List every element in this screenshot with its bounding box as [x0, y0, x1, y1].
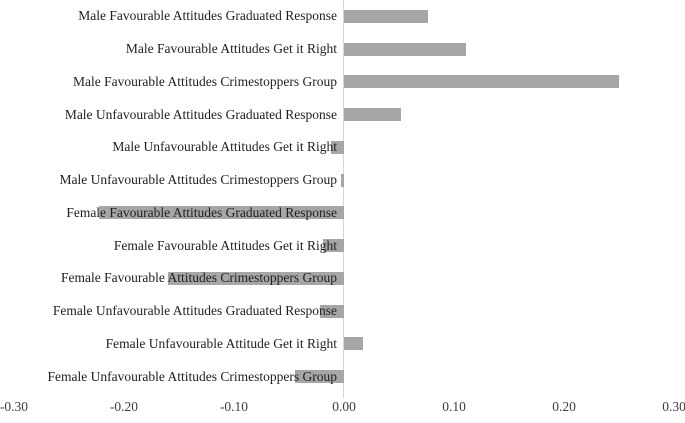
- bar: [344, 337, 363, 351]
- bar: [344, 75, 619, 89]
- category-label: Female Unfavourable Attitudes Graduated …: [52, 303, 337, 319]
- bar: [319, 304, 344, 318]
- x-tick-label: -0.20: [109, 399, 139, 414]
- bar: [168, 271, 344, 285]
- bar: [344, 108, 402, 122]
- x-tick-label: 0.30: [662, 399, 685, 414]
- category-label: Female Unfavourable Attitudes Crimestopp…: [47, 368, 337, 384]
- category-label: Male Favourable Attitudes Graduated Resp…: [78, 8, 337, 24]
- x-tick-label: -0.30: [0, 399, 29, 414]
- bar: [344, 42, 467, 56]
- category-label: Male Unfavourable Attitudes Graduated Re…: [64, 106, 337, 122]
- category-label: Male Favourable Attitudes Crimestoppers …: [73, 73, 337, 89]
- bar: [330, 140, 344, 154]
- category-label: Male Unfavourable Attitudes Crimestopper…: [59, 172, 337, 188]
- bar: [98, 206, 344, 220]
- bar: [344, 9, 428, 23]
- x-tick-label: 0.00: [332, 399, 356, 414]
- bar: [323, 239, 344, 253]
- bar: [340, 173, 344, 187]
- category-label: Female Unfavourable Attitude Get it Righ…: [105, 335, 337, 351]
- category-label: Male Favourable Attitudes Get it Right: [125, 41, 337, 57]
- x-tick-label: 0.20: [552, 399, 576, 414]
- category-label: Female Favourable Attitudes Crimestopper…: [61, 270, 337, 286]
- category-label: Female Favourable Attitudes Get it Right: [113, 237, 337, 253]
- category-label: Male Unfavourable Attitudes Get it Right: [112, 139, 337, 155]
- bar: [294, 370, 344, 384]
- x-tick-label: -0.10: [219, 399, 249, 414]
- zero-axis-line: [343, 0, 344, 398]
- x-tick-label: 0.10: [442, 399, 466, 414]
- category-label: Female Favourable Attitudes Graduated Re…: [66, 204, 337, 220]
